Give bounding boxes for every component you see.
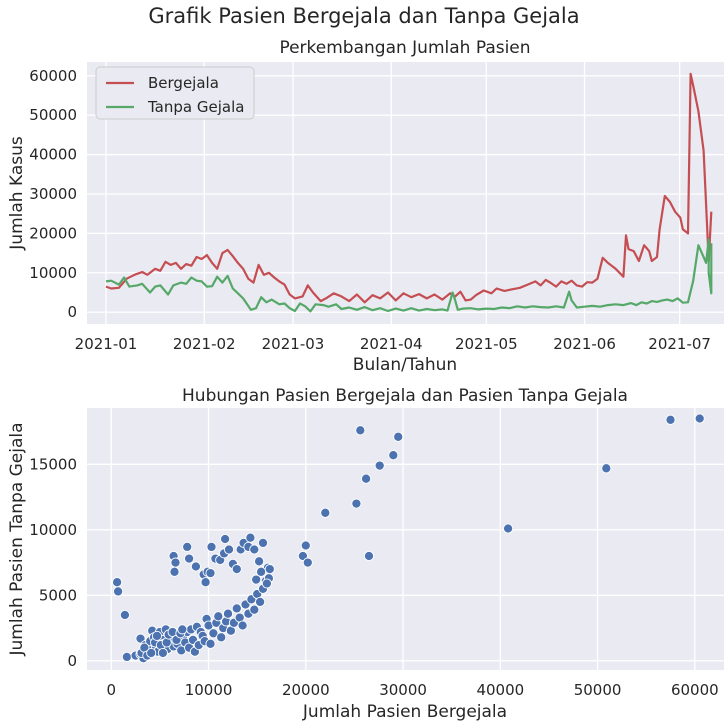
scatter-point [601, 463, 612, 474]
scatter-point [237, 620, 248, 631]
x-tick-label: 60000 [671, 681, 719, 699]
scatter-point [249, 544, 260, 555]
scatter-point [112, 577, 123, 588]
y-tick-label: 5000 [39, 586, 77, 604]
x-tick-label: 40000 [476, 681, 524, 699]
scatter-point [393, 431, 404, 442]
y-tick-label: 0 [67, 652, 77, 670]
legend-label: Bergejala [148, 74, 219, 92]
x-tick-label: 2021-01 [75, 335, 138, 353]
x-tick-label: 2021-04 [360, 335, 423, 353]
x-tick-label: 30000 [379, 681, 427, 699]
x-tick-label: 2021-05 [455, 335, 518, 353]
scatter-point [388, 450, 399, 461]
scatter-point [190, 561, 201, 572]
y-tick-label: 10000 [29, 264, 77, 282]
scatter-chart-x-ticks: 0 10000 20000 30000 40000 50000 60000 [107, 681, 719, 699]
line-chart-ylabel: Jumlah Kasus [7, 136, 27, 251]
scatter-chart-gridlines [87, 408, 724, 670]
scatter-point [200, 577, 211, 588]
line-chart-legend: Bergejala Tanpa Gejala [95, 66, 255, 120]
scatter-point [206, 541, 217, 552]
x-tick-label: 2021-07 [648, 335, 711, 353]
scatter-chart-y-ticks: 0 5000 10000 15000 [29, 455, 77, 670]
scatter-point [351, 498, 362, 509]
scatter-point [261, 578, 272, 589]
scatter-point [320, 507, 331, 518]
scatter-point [216, 632, 227, 643]
line-chart-series [105, 72, 713, 313]
y-tick-label: 50000 [29, 106, 77, 124]
scatter-point [363, 550, 375, 562]
line-chart-y-ticks: 0 10000 20000 30000 40000 50000 60000 [29, 67, 77, 321]
y-tick-label: 0 [67, 303, 77, 321]
scatter-chart-title: Hubungan Pasien Bergejala dan Pasien Tan… [182, 386, 628, 406]
x-tick-label: 2021-06 [553, 335, 616, 353]
scatter-point [245, 532, 256, 543]
scatter-point [503, 523, 514, 534]
x-tick-label: 2021-03 [262, 335, 325, 353]
scatter-point [249, 604, 260, 615]
scatter-chart-points [112, 413, 705, 664]
figure-suptitle: Grafik Pasien Bergejala dan Tanpa Gejala [148, 4, 579, 28]
scatter-point [146, 647, 157, 659]
x-tick-label: 20000 [282, 681, 330, 699]
scatter-point [256, 566, 267, 577]
x-tick-label: 50000 [574, 681, 622, 699]
scatter-point [121, 651, 132, 662]
y-tick-label: 20000 [29, 224, 77, 242]
line-chart-title: Perkembangan Jumlah Pasien [279, 38, 530, 58]
scatter-point [300, 540, 311, 551]
scatter-point [151, 630, 163, 641]
scatter-point [222, 608, 234, 619]
line-chart: Perkembangan Jumlah Pasien 0 10000 20000 30… [7, 38, 724, 375]
scatter-chart-ylabel: Jumlah Pasien Tanpa Gejala [7, 422, 27, 656]
scatter-chart: Hubungan Pasien Bergejala dan Pasien Tan… [7, 386, 724, 722]
y-tick-label: 30000 [29, 185, 77, 203]
line-chart-xlabel: Bulan/Tahun [353, 355, 457, 375]
scatter-point [231, 564, 242, 575]
scatter-point [170, 557, 181, 568]
scatter-point [251, 574, 262, 585]
scatter-point [184, 553, 195, 564]
scatter-point [220, 533, 231, 545]
scatter-point [255, 596, 266, 607]
scatter-point [361, 473, 372, 484]
scatter-point [254, 556, 265, 567]
scatter-point [113, 586, 124, 597]
scatter-point [213, 611, 224, 622]
scatter-point [355, 425, 366, 436]
scatter-point [302, 557, 313, 568]
scatter-point [182, 541, 193, 552]
y-tick-label: 60000 [29, 67, 77, 85]
scatter-point [157, 647, 168, 659]
scatter-point [208, 628, 219, 639]
y-tick-label: 10000 [29, 521, 77, 539]
series-line-bergejala [105, 72, 713, 304]
scatter-point [665, 414, 676, 425]
scatter-point [257, 537, 269, 548]
scatter-point [231, 603, 242, 614]
y-tick-label: 40000 [29, 146, 77, 164]
line-chart-x-ticks: 2021-01 2021-02 2021-03 2021-04 2021-05 2021-… [75, 335, 711, 353]
scatter-point [374, 460, 385, 471]
x-tick-label: 2021-02 [173, 335, 236, 353]
scatter-point [205, 568, 216, 579]
scatter-point [169, 566, 180, 577]
scatter-point [119, 609, 130, 621]
legend-label: Tanpa Gejala [147, 98, 244, 116]
x-tick-label: 10000 [185, 681, 233, 699]
scatter-point [205, 638, 216, 649]
scatter-point [177, 624, 188, 635]
scatter-point [264, 564, 275, 575]
scatter-point [223, 544, 235, 555]
series-line-tanpa-gejala [105, 238, 713, 313]
scatter-chart-xlabel: Jumlah Pasien Bergejala [302, 702, 507, 722]
y-tick-label: 15000 [29, 455, 77, 473]
legend-box [95, 66, 255, 120]
x-tick-label: 0 [107, 681, 117, 699]
scatter-point [694, 413, 705, 424]
